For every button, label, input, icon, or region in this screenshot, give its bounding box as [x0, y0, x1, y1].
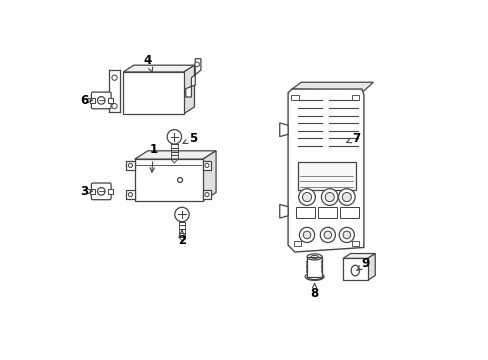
Bar — [108, 98, 113, 103]
Text: 7: 7 — [346, 132, 360, 145]
Text: 1: 1 — [149, 143, 157, 172]
Bar — [90, 98, 95, 103]
Text: 6: 6 — [81, 94, 92, 107]
Bar — [203, 161, 211, 170]
Circle shape — [338, 189, 354, 206]
Circle shape — [204, 163, 209, 167]
Circle shape — [320, 228, 335, 243]
Circle shape — [204, 193, 209, 197]
Polygon shape — [185, 59, 201, 97]
Circle shape — [342, 231, 350, 239]
FancyBboxPatch shape — [91, 92, 111, 109]
Circle shape — [97, 96, 105, 104]
Polygon shape — [342, 253, 374, 258]
Polygon shape — [287, 89, 363, 252]
Circle shape — [167, 130, 181, 144]
Circle shape — [174, 207, 189, 222]
Circle shape — [298, 189, 315, 206]
Circle shape — [303, 231, 310, 239]
Bar — [342, 258, 367, 280]
Polygon shape — [123, 65, 194, 72]
FancyBboxPatch shape — [91, 183, 111, 200]
Bar — [293, 242, 301, 246]
Polygon shape — [291, 82, 372, 91]
Polygon shape — [279, 204, 287, 218]
Circle shape — [194, 62, 199, 67]
Polygon shape — [203, 151, 216, 201]
Bar — [290, 95, 298, 100]
Circle shape — [299, 228, 314, 243]
Bar — [203, 190, 211, 199]
Bar — [90, 189, 95, 194]
Bar — [351, 242, 359, 246]
Circle shape — [324, 231, 331, 239]
Polygon shape — [183, 65, 194, 114]
Circle shape — [339, 228, 354, 243]
Polygon shape — [134, 151, 216, 159]
Bar — [126, 190, 134, 199]
Bar — [340, 207, 358, 218]
Text: 4: 4 — [143, 54, 152, 73]
Circle shape — [128, 193, 132, 197]
Bar — [126, 161, 134, 170]
Bar — [108, 189, 113, 194]
Circle shape — [177, 177, 182, 183]
Text: 2: 2 — [178, 230, 185, 247]
Text: 3: 3 — [81, 185, 92, 198]
Bar — [318, 207, 336, 218]
Text: 5: 5 — [183, 132, 197, 145]
Bar — [351, 95, 359, 100]
Bar — [297, 162, 356, 190]
Bar — [123, 72, 183, 114]
Circle shape — [97, 188, 105, 195]
Text: 8: 8 — [310, 284, 318, 300]
Circle shape — [112, 75, 117, 80]
Polygon shape — [279, 123, 287, 136]
Circle shape — [302, 193, 311, 202]
Circle shape — [112, 103, 117, 109]
Text: 9: 9 — [356, 257, 369, 271]
Polygon shape — [367, 253, 374, 280]
Circle shape — [325, 193, 334, 202]
Ellipse shape — [305, 273, 324, 280]
Circle shape — [321, 189, 337, 206]
Bar — [134, 159, 203, 201]
Circle shape — [342, 193, 351, 202]
Circle shape — [128, 163, 132, 167]
Ellipse shape — [350, 265, 359, 276]
Bar — [296, 207, 314, 218]
Bar — [306, 257, 322, 276]
